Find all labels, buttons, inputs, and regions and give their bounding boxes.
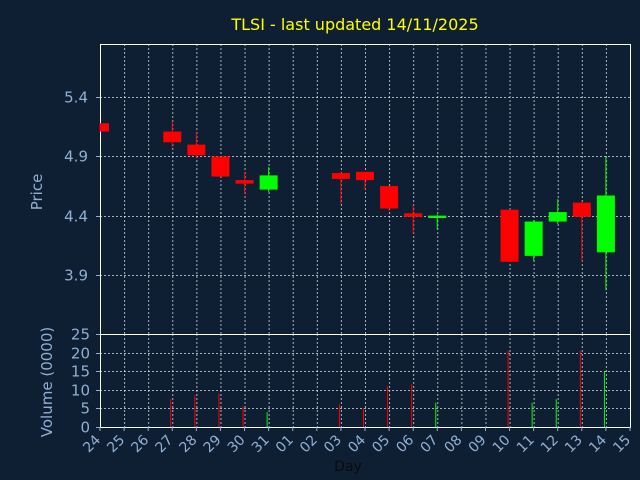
candle-body bbox=[356, 171, 374, 181]
volume-tick-label: 25 bbox=[71, 326, 90, 344]
day-tick-label: 13 bbox=[562, 432, 586, 456]
day-tick-label: 10 bbox=[490, 432, 514, 456]
volume-bars bbox=[170, 350, 605, 427]
day-tick-label: 08 bbox=[442, 432, 466, 456]
candle-body bbox=[187, 144, 206, 156]
candle-body bbox=[428, 215, 447, 218]
chart-title: TLSI - last updated 14/11/2025 bbox=[230, 15, 478, 34]
volume-tick-label: 5 bbox=[80, 400, 90, 418]
day-tick-label: 03 bbox=[321, 432, 345, 456]
candle-body bbox=[100, 123, 109, 132]
price-tick-label: 4.4 bbox=[64, 208, 88, 226]
price-tick-label: 5.4 bbox=[64, 89, 88, 107]
day-tick-label: 09 bbox=[466, 432, 490, 456]
day-tick-label: 29 bbox=[201, 432, 225, 456]
candle-body bbox=[404, 213, 423, 217]
volume-tick-label: 20 bbox=[71, 345, 90, 363]
day-tick-label: 15 bbox=[610, 432, 634, 456]
day-tick-label: 14 bbox=[586, 432, 610, 456]
price-tick-label: 3.9 bbox=[64, 267, 88, 285]
candle-body bbox=[500, 209, 519, 262]
day-tick-label: 27 bbox=[152, 432, 176, 456]
day-tick-label: 25 bbox=[104, 432, 128, 456]
volume-axis-label: Volume (0000) bbox=[38, 327, 56, 437]
candle-body bbox=[524, 221, 543, 256]
day-tick-label: 12 bbox=[538, 432, 562, 456]
volume-tick-label: 10 bbox=[71, 382, 90, 400]
candles bbox=[99, 120, 615, 291]
day-tick-label: 05 bbox=[369, 432, 393, 456]
day-tick-label: 06 bbox=[393, 432, 417, 456]
day-axis-label: Day bbox=[334, 459, 362, 475]
price-axis-label: Price bbox=[28, 174, 46, 211]
candle-body bbox=[380, 186, 399, 209]
day-tick-label: 26 bbox=[128, 432, 152, 456]
day-tick-label: 30 bbox=[225, 432, 249, 456]
price-axis-ticks: 3.9 4.4 4.9 5.4 bbox=[64, 89, 100, 285]
day-axis-ticks: 24 25 26 27 28 29 30 31 01 02 03 04 05 06 07 08 09 10 11 12… bbox=[80, 427, 634, 456]
day-tick-label: 07 bbox=[417, 432, 441, 456]
candle-body bbox=[548, 212, 567, 222]
day-tick-label: 02 bbox=[297, 432, 321, 456]
day-tick-label: 28 bbox=[177, 432, 201, 456]
volume-tick-label: 0 bbox=[80, 419, 90, 437]
candle-body bbox=[596, 195, 615, 253]
candle-body bbox=[211, 156, 230, 177]
candle-body bbox=[572, 202, 591, 217]
volume-panel-frame bbox=[100, 334, 631, 428]
candle-body bbox=[331, 173, 350, 179]
grid-lines bbox=[100, 44, 630, 427]
candle-body bbox=[235, 180, 254, 184]
candle-body bbox=[163, 131, 182, 143]
candle-body bbox=[259, 175, 278, 190]
day-tick-label: 01 bbox=[273, 432, 297, 456]
price-tick-label: 4.9 bbox=[64, 148, 88, 166]
day-tick-label: 11 bbox=[514, 432, 538, 456]
volume-tick-label: 15 bbox=[71, 363, 90, 381]
day-tick-label: 31 bbox=[249, 432, 273, 456]
day-tick-label: 04 bbox=[345, 432, 369, 456]
